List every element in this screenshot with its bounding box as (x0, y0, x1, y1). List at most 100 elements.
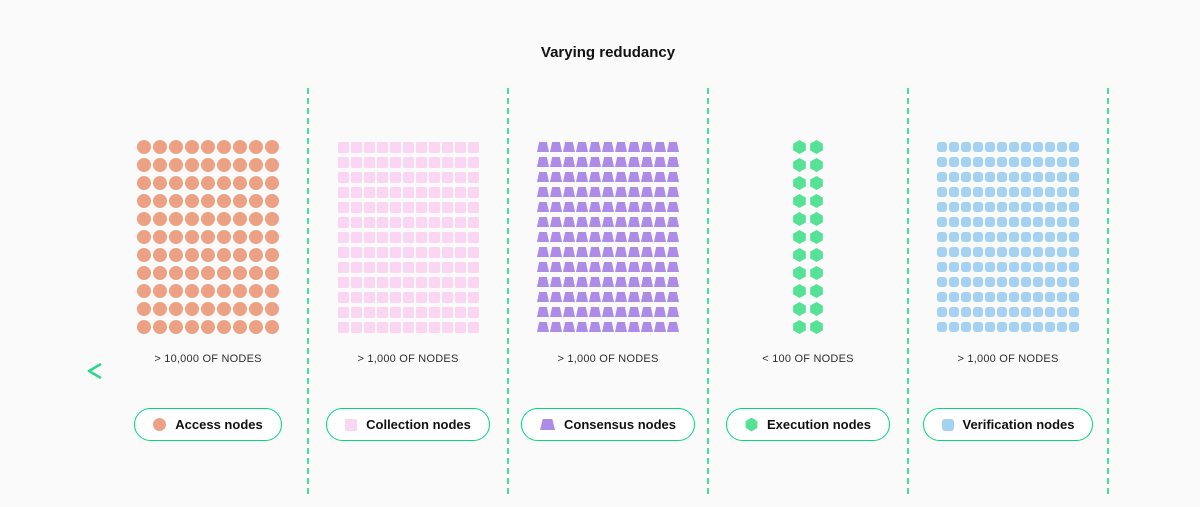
access-node (169, 212, 183, 226)
verification-node (985, 142, 995, 152)
access-node (201, 176, 215, 190)
execution-node-icon (745, 417, 758, 432)
consensus-node (589, 277, 601, 287)
consensus-node (537, 307, 549, 317)
consensus-node (628, 202, 640, 212)
verification-node (973, 292, 983, 302)
consensus-node (550, 322, 562, 332)
execution-node (793, 158, 806, 172)
access-node (217, 230, 231, 244)
consensus-node (576, 202, 588, 212)
access-node (169, 140, 183, 154)
consensus-node (537, 277, 549, 287)
collection-node (428, 246, 440, 258)
verification-node (1045, 262, 1055, 272)
collection-node (454, 306, 466, 318)
collection-node (402, 141, 414, 153)
collection-node (376, 306, 388, 318)
consensus-node (641, 217, 653, 227)
verification-node (937, 142, 947, 152)
access-node (153, 248, 167, 262)
verification-node (1069, 322, 1079, 332)
verification-node (937, 202, 947, 212)
verification-node (1021, 172, 1031, 182)
collection-node (402, 156, 414, 168)
consensus-node (615, 217, 627, 227)
verification-node (1045, 277, 1055, 287)
consensus-node (589, 202, 601, 212)
collection-node (389, 246, 401, 258)
dashed-divider (907, 88, 909, 494)
access-node (201, 212, 215, 226)
consensus-node (641, 277, 653, 287)
consensus-node (563, 322, 575, 332)
verification-node (961, 217, 971, 227)
verification-node (1069, 307, 1079, 317)
verification-node (1045, 247, 1055, 257)
collection-node (376, 291, 388, 303)
consensus-node (550, 202, 562, 212)
access-node (137, 248, 151, 262)
access-node (153, 212, 167, 226)
consensus-node (563, 247, 575, 257)
collection-node (376, 171, 388, 183)
verification-node (961, 187, 971, 197)
access-node (137, 230, 151, 244)
collection-node (454, 261, 466, 273)
consensus-node (615, 157, 627, 167)
access-node (153, 284, 167, 298)
verification-node (1057, 202, 1067, 212)
verification-node (1009, 217, 1019, 227)
consensus-node (550, 247, 562, 257)
access-node (233, 284, 247, 298)
verification-node (949, 247, 959, 257)
verification-node (961, 322, 971, 332)
verification-node (937, 322, 947, 332)
verification-node (961, 292, 971, 302)
collection-node (467, 276, 479, 288)
access-node (233, 320, 247, 334)
dashed-divider (707, 88, 709, 494)
collection-node (467, 171, 479, 183)
consensus-node (628, 292, 640, 302)
verification-node (949, 232, 959, 242)
verification-node (997, 277, 1007, 287)
collection-node (454, 201, 466, 213)
access-node (249, 230, 263, 244)
access-node (185, 230, 199, 244)
collection-node (441, 156, 453, 168)
collection-node (389, 186, 401, 198)
consensus-node (615, 262, 627, 272)
access-node (217, 140, 231, 154)
node-column-access: > 10,000 OF NODES (108, 136, 308, 365)
execution-node (793, 140, 806, 154)
access-node (217, 248, 231, 262)
access-node (233, 158, 247, 172)
consensus-node (602, 172, 614, 182)
execution-node-grid (793, 140, 824, 334)
consensus-node (654, 322, 666, 332)
consensus-node (628, 232, 640, 242)
consensus-node (563, 262, 575, 272)
verification-node (1057, 232, 1067, 242)
consensus-node (602, 292, 614, 302)
consensus-node (654, 292, 666, 302)
legend-pill: Access nodes (134, 408, 282, 441)
verification-node (1069, 217, 1079, 227)
verification-node (1009, 292, 1019, 302)
access-node (233, 266, 247, 280)
verification-node (1009, 157, 1019, 167)
access-node (265, 230, 279, 244)
collection-node (363, 141, 375, 153)
collection-node (376, 156, 388, 168)
execution-node (793, 248, 806, 262)
verification-node (1033, 142, 1043, 152)
collection-node (337, 306, 349, 318)
access-node (201, 266, 215, 280)
consensus-node (537, 157, 549, 167)
node-column-execution: < 100 OF NODES (708, 136, 908, 365)
execution-node (810, 194, 823, 208)
verification-node (1045, 307, 1055, 317)
node-count-label: > 1,000 OF NODES (357, 353, 459, 365)
consensus-node (537, 172, 549, 182)
